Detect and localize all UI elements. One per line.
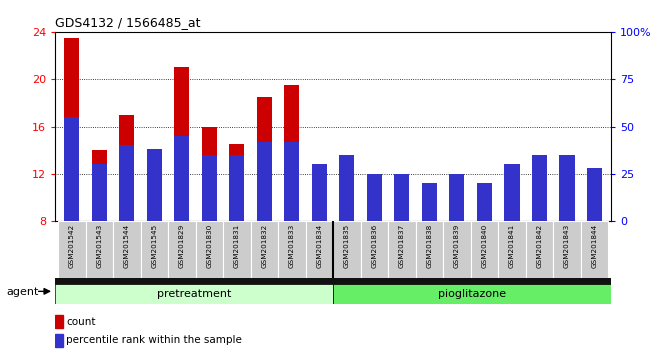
Bar (395, 190, 410, 221)
Bar (553, 221, 580, 278)
Bar (64, 38, 79, 221)
Bar (477, 210, 492, 221)
Bar (532, 155, 547, 221)
Bar (86, 221, 113, 278)
Bar (333, 284, 611, 304)
Bar (119, 145, 135, 221)
Bar (422, 210, 437, 221)
Text: GSM201832: GSM201832 (261, 223, 267, 268)
Bar (449, 174, 465, 221)
Text: GDS4132 / 1566485_at: GDS4132 / 1566485_at (55, 16, 201, 29)
Bar (587, 176, 602, 221)
Bar (92, 150, 107, 221)
Text: GSM201841: GSM201841 (509, 223, 515, 268)
Bar (471, 221, 498, 278)
Text: GSM201837: GSM201837 (399, 223, 405, 268)
Text: GSM201544: GSM201544 (124, 223, 130, 268)
Bar (312, 164, 327, 221)
Bar (55, 278, 611, 284)
Bar (422, 183, 437, 221)
Text: GSM201842: GSM201842 (536, 223, 543, 268)
Bar (415, 221, 443, 278)
Bar (504, 164, 519, 221)
Text: pioglitazone: pioglitazone (438, 289, 506, 299)
Bar (498, 221, 526, 278)
Bar (251, 221, 278, 278)
Bar (532, 162, 547, 221)
Text: GSM201843: GSM201843 (564, 223, 570, 268)
Bar (140, 221, 168, 278)
Bar (580, 221, 608, 278)
Text: GSM201833: GSM201833 (289, 223, 295, 268)
Text: count: count (66, 316, 96, 327)
Text: GSM201839: GSM201839 (454, 223, 460, 268)
Bar (526, 221, 553, 278)
Text: GSM201829: GSM201829 (179, 223, 185, 268)
Text: GSM201542: GSM201542 (69, 223, 75, 268)
Text: GSM201831: GSM201831 (234, 223, 240, 268)
Bar (223, 221, 251, 278)
Bar (113, 221, 140, 278)
Text: GSM201545: GSM201545 (151, 223, 157, 268)
Bar (55, 315, 62, 328)
Bar (443, 221, 471, 278)
Text: agent: agent (6, 287, 39, 297)
Bar (147, 149, 162, 221)
Bar (477, 183, 492, 221)
Bar (58, 221, 86, 278)
Bar (229, 155, 244, 221)
Bar (284, 85, 300, 221)
Text: GSM201834: GSM201834 (317, 223, 322, 268)
Bar (367, 174, 382, 221)
Bar (174, 136, 189, 221)
Bar (388, 221, 415, 278)
Bar (196, 221, 223, 278)
Bar (284, 142, 300, 221)
Bar (449, 200, 465, 221)
Bar (504, 174, 519, 221)
Bar (306, 221, 333, 278)
Bar (339, 172, 354, 221)
Bar (202, 127, 217, 221)
Bar (560, 162, 575, 221)
Text: GSM201830: GSM201830 (206, 223, 213, 268)
Bar (64, 117, 79, 221)
Bar (147, 150, 162, 221)
Text: pretreatment: pretreatment (157, 289, 231, 299)
Text: GSM201835: GSM201835 (344, 223, 350, 268)
Bar (55, 334, 62, 347)
Bar (333, 221, 361, 278)
Bar (312, 176, 327, 221)
Bar (202, 155, 217, 221)
Bar (361, 221, 388, 278)
Bar (119, 115, 135, 221)
Bar (168, 221, 196, 278)
Bar (257, 142, 272, 221)
Bar (560, 155, 575, 221)
Text: GSM201840: GSM201840 (482, 223, 488, 268)
Text: GSM201543: GSM201543 (96, 223, 102, 268)
Bar (339, 155, 354, 221)
Bar (278, 221, 306, 278)
Bar (395, 174, 410, 221)
Text: percentile rank within the sample: percentile rank within the sample (66, 335, 242, 346)
Bar (587, 168, 602, 221)
Bar (367, 188, 382, 221)
Bar (174, 67, 189, 221)
Bar (257, 97, 272, 221)
Bar (55, 284, 333, 304)
Text: GSM201836: GSM201836 (371, 223, 378, 268)
Text: GSM201844: GSM201844 (592, 223, 597, 268)
Bar (92, 164, 107, 221)
Bar (229, 144, 244, 221)
Text: GSM201838: GSM201838 (426, 223, 432, 268)
